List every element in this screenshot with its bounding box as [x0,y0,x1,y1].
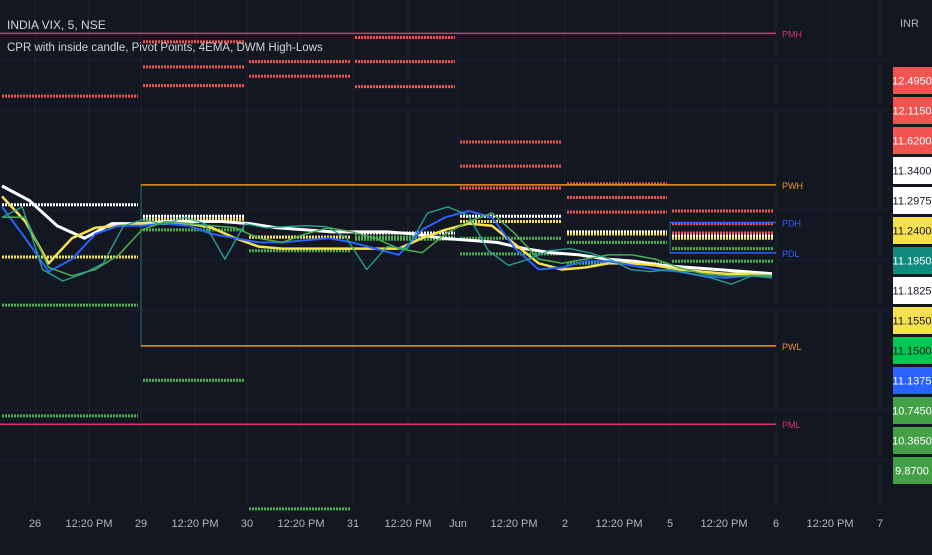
level-pwh-label: PWH [782,181,803,191]
price-scale-box [893,217,932,244]
price-scale-text: 11.2975 [893,196,932,208]
price-scale-label: 11.2400 [893,217,932,244]
level-pdl-label: PDL [782,249,800,259]
price-scale-label: 11.1950 [893,247,932,274]
price-scale-label: 10.7450 [892,397,932,424]
x-tick-label: 12:20 PM [700,518,747,530]
x-tick-label: 12:20 PM [490,518,537,530]
price-scale-box [893,337,932,364]
series-line [1,206,772,279]
price-scale-box [893,127,932,154]
price-scale-box [893,427,932,454]
x-tick-label: 30 [241,518,253,530]
x-tick-label: 12:20 PM [384,518,431,530]
price-scale-text: 12.1150 [893,106,932,118]
price-scale-box [893,307,932,334]
currency-label: INR [900,18,919,30]
x-tick-label: 12:20 PM [171,518,218,530]
price-scale-box [893,187,932,214]
price-scale-box [893,277,932,304]
price-scale-text: 11.2400 [893,226,932,238]
x-tick-label: 12:20 PM [595,518,642,530]
price-scale-text: 11.1950 [893,256,932,268]
price-scale-label: 9.8700 [893,457,932,484]
price-scale-label: 11.1500 [893,337,932,364]
price-scale-label: 11.1550 [893,307,932,334]
price-scale-text: 10.3650 [892,436,932,448]
x-tick-label: 7 [877,518,883,530]
series-line [1,195,773,278]
x-tick-label: 29 [135,518,147,530]
price-scale-text: 11.1550 [893,316,932,328]
price-scale-label: 11.3400 [893,157,932,184]
level-pmh-label: PMH [782,29,802,39]
price-scale-box [893,247,932,274]
price-scale-text: 11.1500 [893,346,932,358]
x-tick-label: 12:20 PM [806,518,853,530]
symbol-title[interactable]: INDIA VIX, 5, NSE [7,18,106,32]
x-tick-label: 5 [667,518,673,530]
price-scale-box [893,67,932,94]
x-tick-label: 6 [773,518,779,530]
price-scale-label: 11.2975 [893,187,932,214]
price-scale-text: 10.7450 [892,406,932,418]
series-line [1,206,773,285]
price-scale-label: 11.1375 [893,367,932,394]
x-tick-label: 2 [562,518,568,530]
price-scale-label: 10.3650 [892,427,932,454]
series-line [2,212,772,277]
level-pdh-label: PDH [782,219,801,229]
series-line [1,184,773,276]
x-tick-label: 26 [29,518,41,530]
price-scale-box [893,457,932,484]
price-scale-box [893,97,932,124]
price-scale-text: 11.6200 [893,136,932,148]
level-pwl-label: PWL [782,342,802,352]
price-scale-label: 11.1825 [893,277,932,304]
price-scale-text: 12.4950 [892,76,932,88]
x-tick-label: 12:20 PM [65,518,112,530]
x-tick-label: 12:20 PM [277,518,324,530]
price-scale-box [893,157,932,184]
level-pml-label: PML [782,420,801,430]
price-scale-text: 11.1375 [893,376,932,388]
price-scale-text: 9.8700 [895,466,929,478]
x-tick-label: 31 [347,518,359,530]
x-tick-label: Jun [449,518,467,530]
price-scale-text: 11.3400 [893,166,932,178]
price-scale-label: 11.6200 [893,127,932,154]
price-scale-text: 11.1825 [893,286,932,298]
price-scale-box [893,367,932,394]
price-scale-box [893,397,932,424]
indicator-legend[interactable]: CPR with inside candle, Pivot Points, 4E… [7,42,323,54]
price-scale-label: 12.4950 [892,67,932,94]
price-scale-label: 12.1150 [893,97,932,124]
